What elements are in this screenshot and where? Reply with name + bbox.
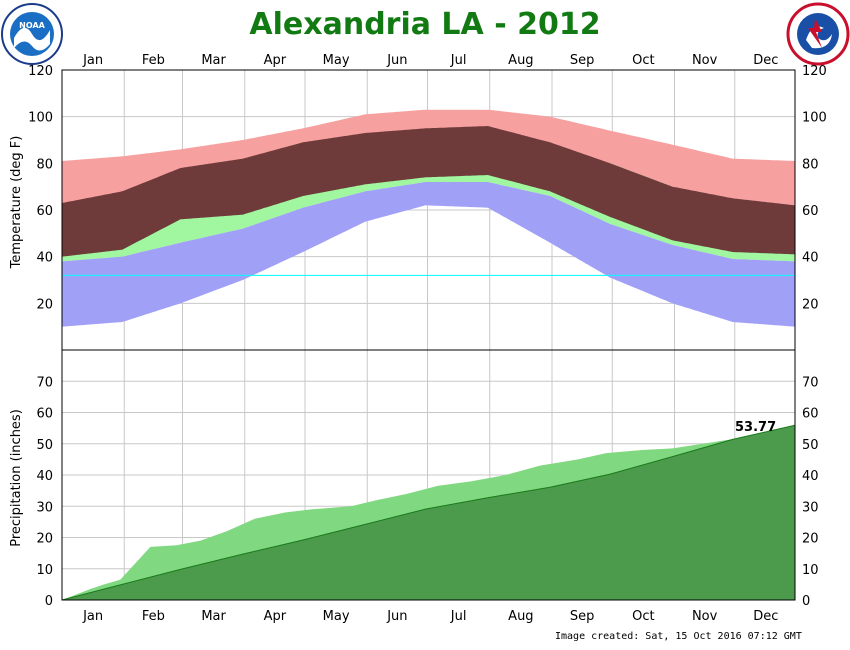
temp-tick-left: 100 [28, 111, 53, 126]
temp-tick-left: 120 [28, 64, 53, 79]
month-label-top: Aug [508, 53, 533, 68]
precip-tick-left: 20 [36, 532, 53, 547]
precip-tick-right: 30 [802, 500, 819, 515]
month-label-bottom: Sep [570, 609, 595, 624]
temp-tick-left: 60 [36, 204, 53, 219]
precip-tick-left: 60 [36, 407, 53, 422]
temp-tick-left: 20 [36, 297, 53, 312]
precip-tick-left: 0 [45, 594, 53, 609]
month-label-bottom: May [323, 609, 350, 624]
noaa-logo-text: NOAA [19, 21, 45, 30]
temp-tick-left: 40 [36, 251, 53, 266]
month-label-top: Dec [753, 53, 778, 68]
month-label-top: Apr [264, 53, 287, 68]
month-label-bottom: Jul [450, 609, 467, 624]
precip-total-label: 53.77 [735, 420, 776, 435]
temp-tick-right: 100 [802, 111, 827, 126]
normal-precip-area [62, 425, 795, 600]
precip-tick-left: 30 [36, 500, 53, 515]
precip-tick-right: 60 [802, 407, 819, 422]
month-label-top: May [323, 53, 350, 68]
precip-tick-right: 70 [802, 375, 819, 390]
temp-tick-right: 20 [802, 297, 819, 312]
noaa-logo: NOAA [1, 3, 63, 65]
precip-tick-left: 70 [36, 375, 53, 390]
temperature-axis-label: Temperature (deg F) [9, 136, 24, 270]
month-label-top: Oct [632, 53, 654, 68]
chart-title: Alexandria LA - 2012 [249, 7, 600, 42]
month-label-top: Sep [570, 53, 595, 68]
precip-tick-left: 40 [36, 469, 53, 484]
record-low-band [62, 182, 795, 327]
precip-tick-right: 10 [802, 563, 819, 578]
month-labels: Jan Jan Feb Feb Mar Mar Apr Apr May May Jun Jun Jul J… [82, 53, 778, 624]
temp-tick-right: 80 [802, 157, 819, 172]
month-label-bottom: Aug [508, 609, 533, 624]
month-label-top: Mar [201, 53, 226, 68]
precip-tick-right: 0 [802, 594, 810, 609]
temperature-layers [62, 109, 795, 327]
month-label-top: Jan [82, 53, 103, 68]
actual-temp-band [62, 126, 795, 257]
temp-tick-left: 80 [36, 157, 53, 172]
month-label-bottom: Jan [82, 609, 103, 624]
month-label-bottom: Jun [386, 609, 407, 624]
month-label-top: Feb [142, 53, 165, 68]
month-label-bottom: Mar [201, 609, 226, 624]
month-label-top: Jun [386, 53, 407, 68]
precip-tick-right: 20 [802, 532, 819, 547]
month-label-bottom: Oct [632, 609, 654, 624]
month-label-bottom: Apr [264, 609, 287, 624]
nws-logo [786, 2, 850, 66]
precip-tick-right: 40 [802, 469, 819, 484]
record-high-band [62, 109, 795, 213]
image-created-footer: Image created: Sat, 15 Oct 2016 07:12 GM… [555, 631, 802, 642]
normal-precip-line [61, 424, 796, 601]
temp-tick-right: 40 [802, 251, 819, 266]
precip-tick-left: 10 [36, 563, 53, 578]
y-tick-labels: 20 20 40 40 60 60 80 80 100 100 120 120 0 0 10 10 20 20 30… [28, 64, 827, 609]
precip-tick-left: 50 [36, 438, 53, 453]
precip-tick-right: 50 [802, 438, 819, 453]
month-label-bottom: Nov [692, 609, 718, 624]
precip-axis-label: Precipitation (inches) [9, 409, 24, 547]
month-label-top: Nov [692, 53, 718, 68]
month-label-bottom: Feb [142, 609, 165, 624]
temp-tick-right: 120 [802, 64, 827, 79]
precip-frame [61, 349, 796, 601]
month-label-bottom: Dec [753, 609, 778, 624]
temp-tick-right: 60 [802, 204, 819, 219]
precip-layers [61, 424, 796, 601]
month-label-top: Jul [450, 53, 467, 68]
